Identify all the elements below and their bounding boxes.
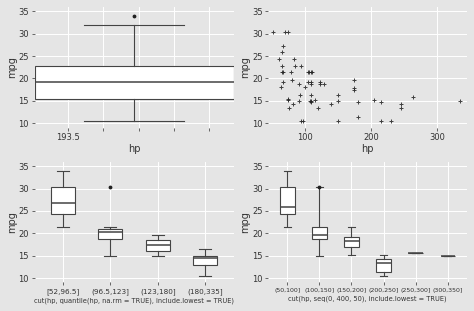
Y-axis label: mpg: mpg — [240, 211, 250, 233]
PathPatch shape — [376, 259, 391, 272]
Y-axis label: mpg: mpg — [7, 211, 17, 233]
PathPatch shape — [146, 239, 170, 251]
PathPatch shape — [35, 66, 234, 99]
PathPatch shape — [280, 187, 294, 214]
PathPatch shape — [193, 256, 217, 265]
X-axis label: hp: hp — [361, 143, 374, 154]
PathPatch shape — [51, 187, 75, 214]
X-axis label: hp: hp — [128, 143, 140, 154]
Y-axis label: mpg: mpg — [240, 56, 250, 78]
PathPatch shape — [312, 227, 327, 239]
PathPatch shape — [344, 237, 359, 247]
PathPatch shape — [99, 229, 122, 239]
X-axis label: cut(hp, quantile(hp, na.rm = TRUE), include.lowest = TRUE): cut(hp, quantile(hp, na.rm = TRUE), incl… — [34, 298, 234, 304]
Y-axis label: mpg: mpg — [7, 56, 17, 78]
X-axis label: cut(hp, seq(0, 400, 50), include.lowest = TRUE): cut(hp, seq(0, 400, 50), include.lowest … — [288, 296, 447, 302]
